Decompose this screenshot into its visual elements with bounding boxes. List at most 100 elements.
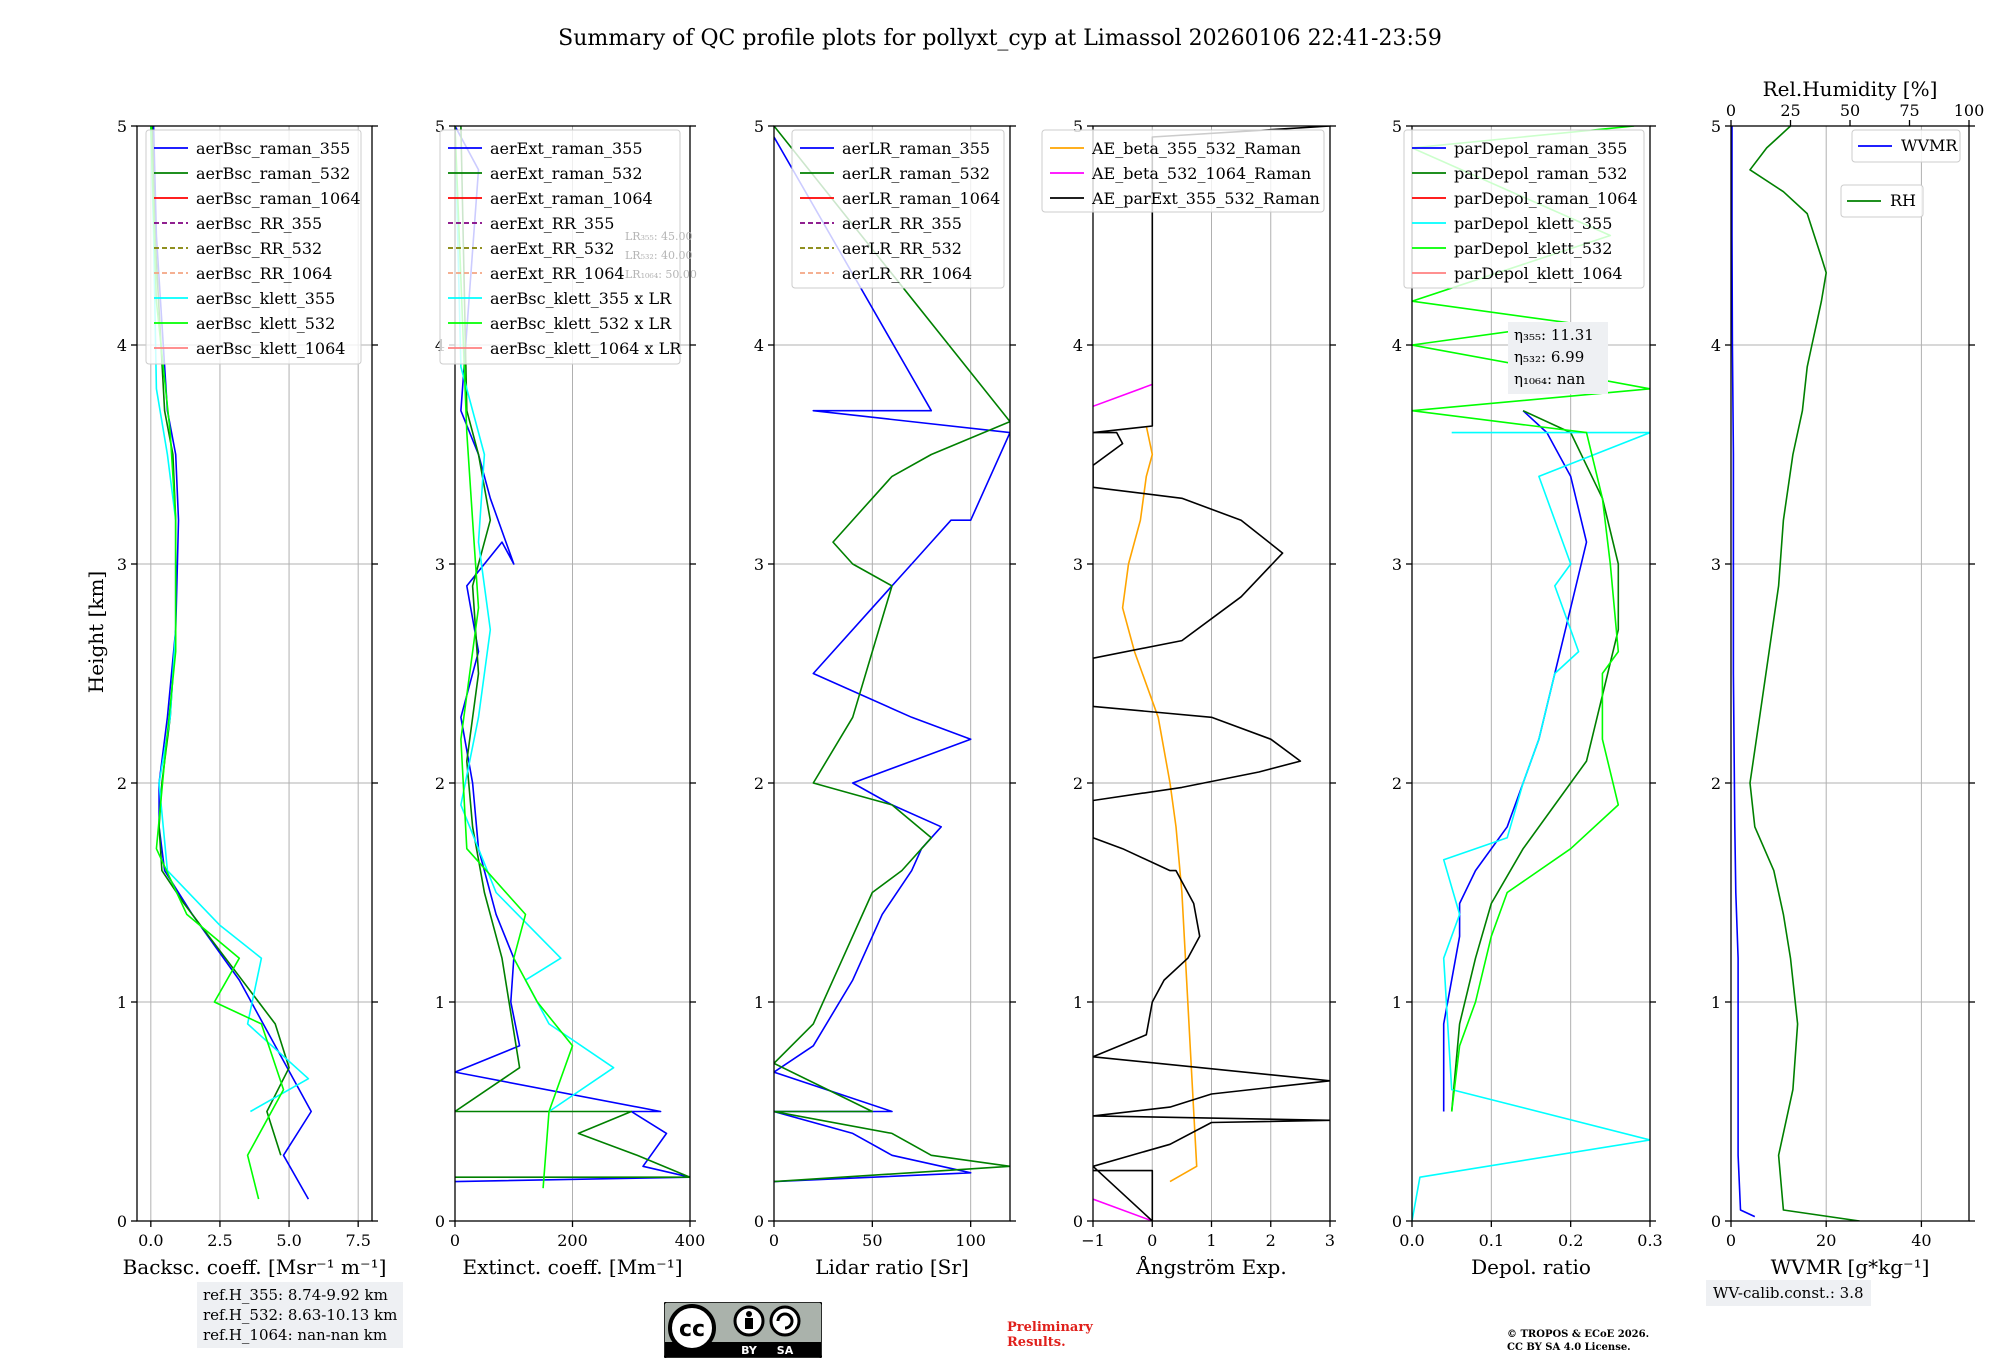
badge-sa-label: SA bbox=[777, 1344, 794, 1357]
top-x-tick-label: 25 bbox=[1780, 101, 1800, 120]
legend-label: aerExt_RR_355 bbox=[490, 214, 614, 233]
backscatter-axes-frame bbox=[136, 125, 373, 1222]
backscatter-legend-box bbox=[145, 129, 362, 365]
y-tick-label: 5 bbox=[1392, 117, 1402, 136]
copyright-note: © TROPOS & ECoE 2026. CC BY SA 4.0 Licen… bbox=[1507, 1328, 1649, 1354]
x-tick-label: 0.3 bbox=[1637, 1231, 1662, 1250]
x-tick-label: −1 bbox=[1081, 1231, 1105, 1250]
depol-series-group bbox=[1412, 126, 1650, 1221]
depol-axes-frame bbox=[1411, 125, 1651, 1222]
x-tick-label: 200 bbox=[557, 1231, 588, 1250]
y-tick-label: 1 bbox=[1392, 993, 1402, 1012]
legend-label: aerExt_RR_1064 bbox=[490, 264, 625, 283]
extinction-x-axis-label: Extinct. coeff. [Mm⁻¹] bbox=[462, 1255, 682, 1279]
lidar-ratio-x-axis-label: Lidar ratio [Sr] bbox=[815, 1255, 969, 1279]
extinction-panel: 0200400012345Extinct. coeff. [Mm⁻¹]aerEx… bbox=[435, 117, 705, 1279]
angstrom-x-axis-label: Ångström Exp. bbox=[1135, 1254, 1286, 1279]
preliminary-line-1: Preliminary bbox=[1007, 1320, 1093, 1335]
y-tick-label: 1 bbox=[117, 993, 127, 1012]
x-tick-label: 5.0 bbox=[276, 1231, 301, 1250]
top-x-tick-label: 50 bbox=[1840, 101, 1860, 120]
depol-x-axis-label: Depol. ratio bbox=[1471, 1255, 1591, 1279]
depol-annotation: η₁₀₆₄: nan bbox=[1514, 370, 1585, 388]
lidar-ratio-panel: 0 50 100 0 1 2 3 4 5 Lidar ratio [Sr] aerLR_raman_… bbox=[754, 117, 1016, 1279]
series-line-aerLR_raman_355 bbox=[774, 136, 1010, 1183]
y-tick-label: 4 bbox=[754, 336, 764, 355]
legend-label: aerBsc_klett_1064 x LR bbox=[490, 339, 682, 358]
x-tick-label: 0 bbox=[450, 1231, 460, 1250]
extinction-annotation: LR₅₃₂: 40.00 bbox=[625, 249, 693, 262]
y-tick-label: 2 bbox=[1073, 774, 1083, 793]
depol-annotation-box bbox=[1508, 322, 1608, 394]
y-tick-label: 0 bbox=[117, 1212, 127, 1231]
legend-label: AE_beta_532_1064_Raman bbox=[1091, 164, 1311, 183]
x-tick-label: 400 bbox=[675, 1231, 706, 1250]
ref-height-532: ref.H_532: 8.63-10.13 km bbox=[203, 1306, 398, 1324]
x-tick-label: 1 bbox=[1206, 1231, 1216, 1250]
y-tick-label: 2 bbox=[1392, 774, 1402, 793]
series-line-aerExt_raman_355 bbox=[455, 126, 690, 1183]
x-tick-label: 0 bbox=[1147, 1231, 1157, 1250]
x-tick-label: 100 bbox=[955, 1231, 986, 1250]
legend-label: aerExt_raman_355 bbox=[490, 139, 643, 158]
legend-label: AE_beta_355_532_Raman bbox=[1091, 139, 1301, 158]
cc-by-sa-license-badge: cc BY SA bbox=[664, 1302, 822, 1358]
series-line-parDepol_raman_355 bbox=[1442, 410, 1588, 1112]
legend-label: aerBsc_klett_355 bbox=[196, 289, 335, 308]
x-tick-label: 0.0 bbox=[1399, 1231, 1424, 1250]
lidar-ratio-legend-box bbox=[791, 129, 1005, 289]
backscatter-panel: 0.0 2.5 5.0 7.5 0 1 2 3 4 5 Backsc. coeff. [Msr⁻¹ … bbox=[117, 117, 387, 1279]
badge-by-label: BY bbox=[741, 1344, 758, 1357]
x-tick-label: 2.5 bbox=[207, 1231, 232, 1250]
y-tick-label: 3 bbox=[1073, 555, 1083, 574]
rh-legend-box bbox=[1840, 184, 1924, 218]
series-line-aerBsc_klett_532 bbox=[150, 126, 285, 1200]
wvmr-series-group bbox=[1731, 126, 1860, 1221]
legend-label: parDepol_klett_1064 bbox=[1454, 264, 1623, 283]
series-line-aerBsc_raman_355 bbox=[152, 126, 313, 1200]
extinction-series-group bbox=[455, 126, 690, 1189]
ref-height-355: ref.H_355: 8.74-9.92 km bbox=[203, 1286, 388, 1304]
y-tick-label: 3 bbox=[754, 555, 764, 574]
wv-calibration-box: WV-calib.const.: 3.8 bbox=[1706, 1280, 1871, 1306]
figure-title: Summary of QC profile plots for pollyxt_… bbox=[558, 26, 1442, 51]
series-line-aerBsc_klett_355 x LR bbox=[455, 126, 615, 1113]
legend-label: parDepol_raman_355 bbox=[1454, 139, 1627, 158]
backscatter-series-group bbox=[150, 126, 313, 1200]
copyright-line-1: © TROPOS & ECoE 2026. bbox=[1507, 1329, 1650, 1340]
legend-label: aerBsc_raman_355 bbox=[196, 139, 350, 158]
y-tick-label: 3 bbox=[117, 555, 127, 574]
series-line-aerBsc_klett_532 x LR bbox=[455, 126, 574, 1189]
series-line-parDepol_raman_532 bbox=[1450, 409, 1620, 1112]
x-tick-label: 2 bbox=[1266, 1231, 1276, 1250]
legend-label: aerLR_raman_355 bbox=[842, 139, 990, 158]
y-tick-label: 5 bbox=[117, 117, 127, 136]
y-tick-label: 3 bbox=[1711, 555, 1721, 574]
y-tick-label: 5 bbox=[1711, 117, 1721, 136]
legend-label: aerExt_raman_1064 bbox=[490, 189, 653, 208]
x-tick-label: 0.2 bbox=[1558, 1231, 1583, 1250]
y-tick-label: 5 bbox=[1073, 117, 1083, 136]
y-tick-label: 0 bbox=[1392, 1212, 1402, 1231]
series-line-aerBsc_klett_355 bbox=[150, 126, 310, 1113]
legend-label: aerBsc_RR_532 bbox=[196, 239, 322, 258]
depol-annotation: η₃₅₅: 11.31 bbox=[1514, 326, 1594, 344]
angstrom-series-group bbox=[1093, 126, 1330, 1221]
extinction-annotation: LR₁₀₆₄: 50.00 bbox=[625, 268, 697, 281]
wvmr-panel: 0 20 40 0 1 2 3 4 5 WVMR [g*kg⁻¹] 0 25 50 75 100 Rel.Hu… bbox=[1711, 77, 1984, 1279]
y-tick-label: 2 bbox=[754, 774, 764, 793]
series-line-AE_beta_532_1064_Raman bbox=[1093, 1198, 1153, 1221]
series-line-WVMR bbox=[1731, 126, 1756, 1218]
y-tick-label: 4 bbox=[1711, 336, 1721, 355]
depol-panel: 0.0 0.1 0.2 0.3 0 1 2 3 4 5 Depol. ratio parDepol_r… bbox=[1392, 117, 1663, 1279]
y-tick-label: 4 bbox=[117, 336, 127, 355]
top-x-tick-label: 100 bbox=[1954, 101, 1985, 120]
copyright-line-2: CC BY SA 4.0 License. bbox=[1507, 1342, 1631, 1353]
depol-legend-box bbox=[1403, 129, 1645, 289]
series-line-aerLR_raman_532 bbox=[774, 126, 1010, 1183]
top-x-tick-label: 75 bbox=[1899, 101, 1919, 120]
humidity-top-axis-label: Rel.Humidity [%] bbox=[1763, 77, 1938, 101]
y-tick-label: 2 bbox=[1711, 774, 1721, 793]
y-tick-label: 2 bbox=[117, 774, 127, 793]
